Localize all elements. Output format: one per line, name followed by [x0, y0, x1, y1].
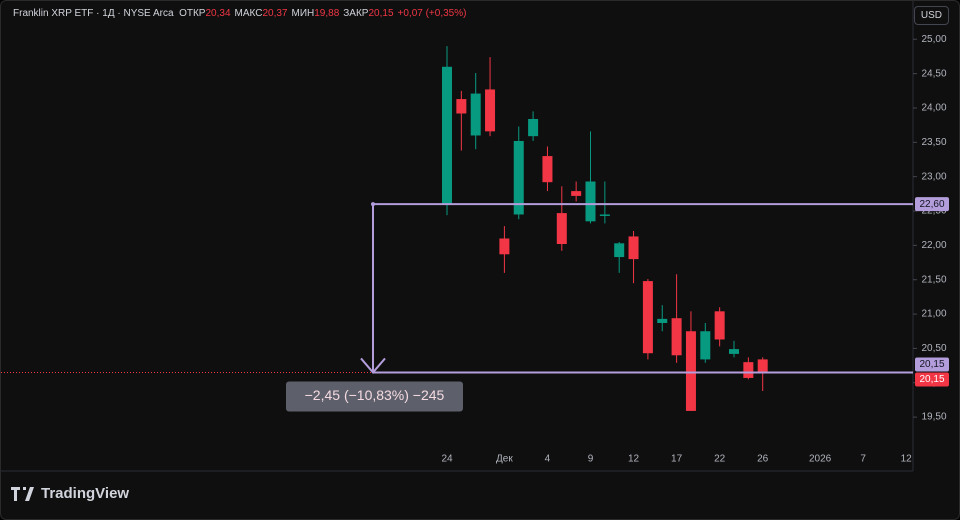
y-tick-label: 22,00 [921, 240, 946, 251]
symbol: Franklin XRP ETF · 1Д · NYSE Arca [13, 8, 174, 19]
candle-body [599, 214, 610, 216]
legend-name: МАКС [234, 8, 263, 19]
legend-value: 20,34 [205, 8, 231, 19]
y-tick-label: 24,50 [921, 68, 946, 79]
brand: TradingView [41, 485, 130, 502]
legend-name: ЗАКР [343, 8, 369, 19]
candle-body [714, 311, 725, 340]
legend-value: 20,15 [368, 8, 394, 19]
legend-name: ОТКР [179, 8, 206, 19]
currency-button[interactable]: USD [913, 6, 949, 25]
measure-box [286, 381, 463, 412]
price-label: 20,15 [919, 359, 944, 370]
price-label-box [915, 357, 949, 372]
measure-handle [371, 202, 375, 207]
candle-body [642, 281, 653, 354]
y-tick-label: 21,00 [921, 309, 946, 320]
candle-body [470, 93, 481, 136]
y-tick-label: 25,00 [921, 34, 946, 45]
y-tick-label: 20,50 [921, 343, 946, 354]
logo-icon [11, 486, 34, 501]
candle-body [442, 66, 452, 205]
legend-value: 19,88 [314, 8, 340, 19]
x-tick-label: Дек [496, 454, 513, 465]
ohlc: ОТКР20,34 МАКС20,37 МИН19,88 ЗАКР20,15 [179, 8, 397, 19]
x-tick-label: 7 [860, 454, 866, 465]
x-tick-label: 12 [628, 454, 640, 465]
price-label: 22,60 [919, 199, 944, 210]
x-tick-label: 9 [588, 454, 594, 465]
change: +0,07 (+0,35%) [397, 8, 467, 19]
candle-body [614, 243, 625, 258]
x-tick-label: 26 [757, 454, 769, 465]
candle-body [499, 238, 510, 255]
price-label-box [915, 372, 949, 387]
arrow-head [360, 357, 386, 374]
x-tick-label: 12 [901, 454, 913, 465]
legend-name: МИН [291, 8, 315, 19]
candle-body [671, 318, 682, 356]
y-tick-label: 19,50 [921, 412, 946, 423]
candle-body [685, 331, 696, 411]
x-tick-label: 22 [714, 454, 726, 465]
measure-label: −2,45 (−10,83%) −245 [305, 387, 445, 403]
y-tick-label: 23,00 [921, 171, 946, 182]
x-tick-label: 4 [545, 454, 551, 465]
candle-body [556, 213, 567, 244]
candle-body [700, 331, 711, 360]
logo: TradingView [11, 485, 129, 502]
candle-body [743, 362, 754, 378]
price-label-box [915, 197, 949, 212]
candle-body [513, 140, 524, 215]
legend: Franklin XRP ETF · 1Д · NYSE Arca ОТКР20… [13, 8, 470, 19]
candle-body [657, 318, 668, 323]
x-tick-label: 2026 [809, 454, 832, 465]
candle-body [628, 236, 639, 260]
price-label: 20,15 [919, 374, 944, 385]
candle-body [757, 359, 768, 373]
candle-body [585, 181, 596, 222]
candle-body [485, 89, 496, 132]
y-tick-label: 24,00 [921, 103, 946, 114]
legend-value: 20,37 [262, 8, 288, 19]
x-tick-label: 24 [441, 454, 453, 465]
candle-body [729, 349, 739, 354]
y-tick-label: 23,50 [921, 137, 946, 148]
x-tick-label: 17 [671, 454, 683, 465]
y-tick-label: 21,50 [921, 274, 946, 285]
candle-body [456, 99, 467, 114]
candle-body [571, 191, 582, 196]
y-tick-label: 22,50 [921, 206, 946, 217]
candle-body [542, 156, 553, 183]
candle-body [528, 118, 539, 137]
